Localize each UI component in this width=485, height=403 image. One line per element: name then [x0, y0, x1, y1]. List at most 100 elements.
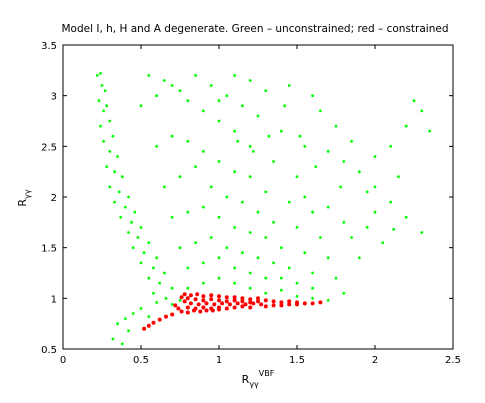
scatter-point-series-0-111: [155, 94, 159, 98]
scatter-point-series-0-142: [420, 109, 424, 113]
scatter-point-series-1-51: [302, 301, 307, 306]
scatter-point-series-0-62: [217, 256, 221, 260]
scatter-point-series-0-41: [170, 303, 174, 306]
scatter-point-series-0-127: [256, 114, 260, 118]
scatter-point-series-0-118: [272, 160, 275, 163]
scatter-point-series-0-6: [105, 104, 109, 108]
scatter-point-series-0-53: [233, 281, 237, 285]
scatter-point-series-0-45: [116, 322, 119, 326]
scatter-point-series-0-112: [170, 84, 174, 87]
scatter-point-series-0-39: [178, 299, 182, 302]
scatter-point-series-1-37: [240, 304, 245, 309]
y-axis-label: Rγγ: [16, 189, 32, 206]
scatter-point-series-0-134: [389, 200, 392, 204]
scatter-point-series-0-160: [373, 210, 377, 214]
scatter-point-series-0-115: [217, 119, 221, 123]
scatter-point-series-0-166: [283, 104, 286, 108]
scatter-point-series-1-18: [248, 300, 253, 305]
scatter-point-series-0-76: [272, 261, 275, 265]
scatter-point-series-1-47: [271, 303, 276, 308]
scatter-point-series-0-164: [314, 165, 318, 169]
scatter-point-series-0-148: [334, 124, 338, 128]
scatter-point-series-1-55: [271, 299, 276, 304]
scatter-point-series-0-154: [233, 74, 237, 77]
scatter-point-series-0-14: [113, 170, 116, 174]
scatter-point-series-1-62: [157, 317, 162, 322]
scatter-point-series-0-29: [142, 251, 146, 255]
scatter-point-series-0-74: [241, 251, 244, 255]
scatter-point-series-1-67: [173, 303, 178, 308]
scatter-point-series-0-98: [295, 226, 299, 229]
y-tick-label-2: 1.5: [41, 244, 57, 255]
scatter-point-series-0-59: [326, 299, 330, 302]
scatter-point-series-0-49: [147, 315, 151, 318]
scatter-point-series-0-103: [202, 150, 205, 153]
y-tick-label-3: 2: [51, 193, 57, 204]
scatter-point-series-0-92: [194, 165, 198, 169]
scatter-point-series-0-10: [102, 139, 105, 143]
scatter-point-series-0-158: [342, 220, 346, 224]
scatter-point-series-0-167: [267, 134, 271, 138]
x-tick-label-4: 2: [372, 355, 378, 366]
scatter-point-series-1-25: [227, 302, 232, 307]
scatter-point-series-0-137: [365, 226, 369, 229]
scatter-point-series-0-116: [233, 129, 237, 133]
scatter-point-series-0-56: [280, 288, 283, 292]
scatter-point-series-0-165: [298, 134, 302, 138]
scatter-point-series-1-40: [179, 309, 184, 314]
scatter-point-series-0-23: [130, 220, 134, 224]
x-tick-label-2: 1: [216, 355, 222, 366]
scatter-point-series-1-39: [263, 304, 268, 309]
scatter-point-series-1-58: [295, 300, 299, 305]
scatter-point-series-0-77: [287, 266, 291, 270]
scatter-point-series-0-13: [105, 165, 109, 169]
scatter-point-series-0-163: [339, 185, 343, 189]
scatter-point-series-1-41: [185, 310, 190, 315]
scatter-point-series-0-157: [326, 205, 330, 209]
scatter-point-series-0-12: [116, 155, 119, 158]
scatter-point-series-1-57: [287, 299, 292, 304]
scatter-point-series-0-85: [248, 231, 252, 234]
scatter-point-series-0-156: [303, 195, 307, 199]
scatter-point-series-0-3: [103, 89, 107, 92]
scatter-point-series-0-119: [295, 175, 299, 179]
scatter-point-series-0-66: [280, 276, 283, 280]
scatter-point-series-1-14: [217, 298, 221, 303]
scatter-point-series-0-80: [170, 215, 174, 219]
scatter-point-series-0-121: [163, 79, 166, 82]
scatter-point-series-0-145: [397, 175, 400, 179]
scatter-point-series-0-100: [155, 144, 159, 148]
scatter-point-series-1-17: [240, 299, 245, 304]
scatter-point-series-1-16: [232, 298, 237, 303]
scatter-point-series-0-17: [117, 190, 121, 194]
scatter-point-series-0-11: [108, 150, 112, 153]
scatter-point-series-0-89: [326, 256, 330, 260]
scatter-point-series-1-0: [182, 292, 187, 297]
scatter-point-series-0-96: [256, 210, 260, 214]
scatter-point-series-0-46: [111, 337, 115, 341]
scatter-point-series-1-30: [185, 305, 190, 310]
x-tick-label-3: 1.5: [289, 355, 305, 366]
scatter-point-series-1-5: [217, 294, 221, 299]
scatter-point-series-0-81: [186, 210, 190, 214]
scatter-point-series-0-48: [127, 329, 130, 333]
scatter-point-series-0-69: [342, 291, 346, 295]
scatter-point-series-0-38: [164, 296, 168, 300]
scatter-point-series-0-162: [365, 190, 369, 194]
scatter-point-series-0-58: [311, 296, 314, 300]
scatter-point-series-0-67: [295, 281, 299, 285]
scatter-point-series-0-16: [108, 185, 112, 189]
scatter-point-series-0-143: [412, 99, 416, 103]
scatter-point-series-0-125: [225, 94, 229, 98]
scatter-point-series-0-51: [202, 281, 205, 285]
scatter-point-series-0-139: [358, 256, 361, 260]
scatter-point-series-0-84: [233, 226, 237, 229]
scatter-point-series-1-9: [248, 297, 253, 302]
scatter-point-series-1-26: [235, 301, 240, 306]
scatter-point-series-0-35: [158, 281, 162, 285]
scatter-point-series-0-52: [217, 276, 221, 280]
scatter-point-series-0-153: [248, 79, 252, 82]
y-tick-label-5: 3: [51, 92, 57, 103]
